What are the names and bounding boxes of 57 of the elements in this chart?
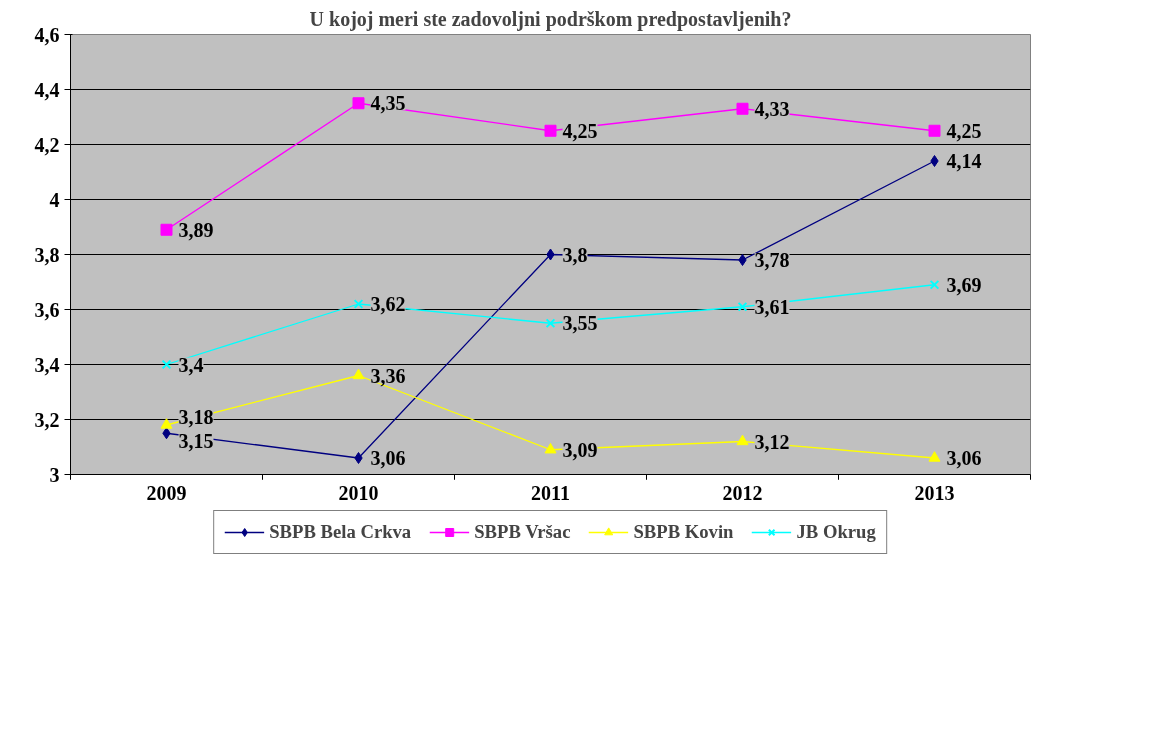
data-label: 4,25 [562,119,598,142]
point [928,124,941,137]
data-label: 3,06 [946,447,982,469]
y-tick-label: 3,4 [34,353,60,376]
data-label: 3,8 [562,243,588,266]
point [929,279,940,290]
point [544,124,557,137]
point [353,299,364,309]
data-label: 4,35 [370,92,406,115]
point [354,452,363,464]
point [160,418,173,429]
data-label: 3,15 [178,430,214,453]
y-tick-label: 4 [49,188,60,211]
chart-title: U kojoj meri ste zadovoljni podrškom predpostavljenih? [309,7,792,31]
data-label: 3,06 [370,447,406,469]
point [738,254,747,266]
y-tick-label: 3 [49,463,60,486]
data-label: 4,25 [946,119,982,142]
legend-label: SBPB Kovin [633,521,734,543]
data-label: 3,36 [370,364,406,387]
y-tick-label: 4,4 [34,78,60,101]
data-label: 3,55 [562,312,598,335]
point [736,102,749,115]
data-label: 3,09 [562,438,598,461]
data-label: 3,78 [754,249,790,271]
y-tick-label: 3,6 [34,298,60,321]
point [160,223,173,236]
point [930,155,939,167]
x-tick-label: 2009 [146,481,187,504]
y-tick-label: 4,6 [34,23,60,46]
point [928,451,941,462]
x-tick-label: 2011 [531,481,570,504]
x-tick-label: 2013 [914,481,955,504]
point [736,434,749,446]
data-label: 3,18 [178,406,214,429]
point [737,301,748,312]
data-label: 4,33 [754,97,790,120]
data-label: 3,89 [178,218,214,241]
legend-label: SBPB Vršac [474,521,571,543]
data-label: 3,62 [370,293,406,315]
y-tick-label: 4,2 [34,133,60,156]
point [545,318,556,329]
data-label: 4,14 [946,150,982,172]
x-tick-label: 2012 [722,481,763,504]
y-tick-label: 3,8 [34,243,60,266]
data-label: 3,12 [754,430,790,453]
point [352,97,365,110]
x-tick-label: 2010 [338,481,379,504]
data-label: 3,4 [178,353,204,376]
legend-label: SBPB Bela Crkva [269,521,412,543]
legend-label: JB Okrug [796,521,876,543]
data-label: 3,69 [946,273,982,296]
point [352,368,365,380]
data-label: 3,61 [754,295,790,318]
point [161,359,172,370]
y-tick-label: 3,2 [34,408,60,431]
point [544,442,557,454]
